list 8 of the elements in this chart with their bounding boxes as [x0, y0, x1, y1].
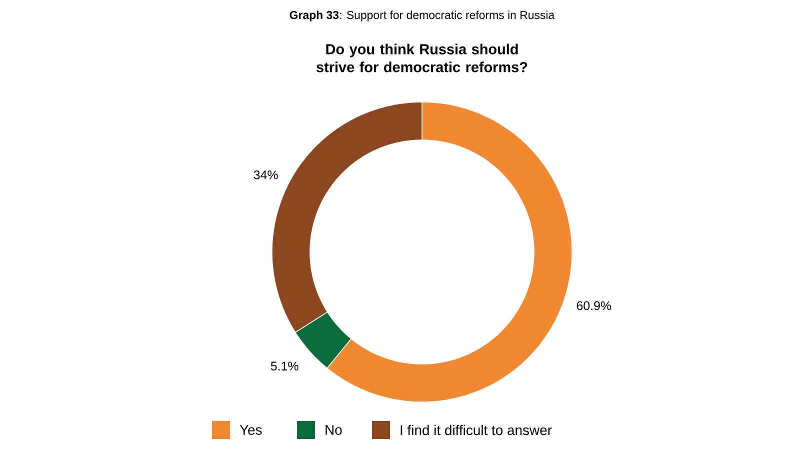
data-label: 34% [254, 170, 278, 180]
legend-label: I find it difficult to answer [400, 424, 552, 436]
legend-label: Yes [240, 425, 262, 435]
data-label: 5.1% [270, 362, 298, 370]
chart-subtitle: Do you think Russia should strive for democratic reforms? [316, 44, 528, 72]
legend-label: No [326, 425, 342, 435]
chart-title: Graph 33: Support for democratic reforms in Russia [290, 10, 555, 22]
data-label: 60.9% [576, 301, 612, 310]
